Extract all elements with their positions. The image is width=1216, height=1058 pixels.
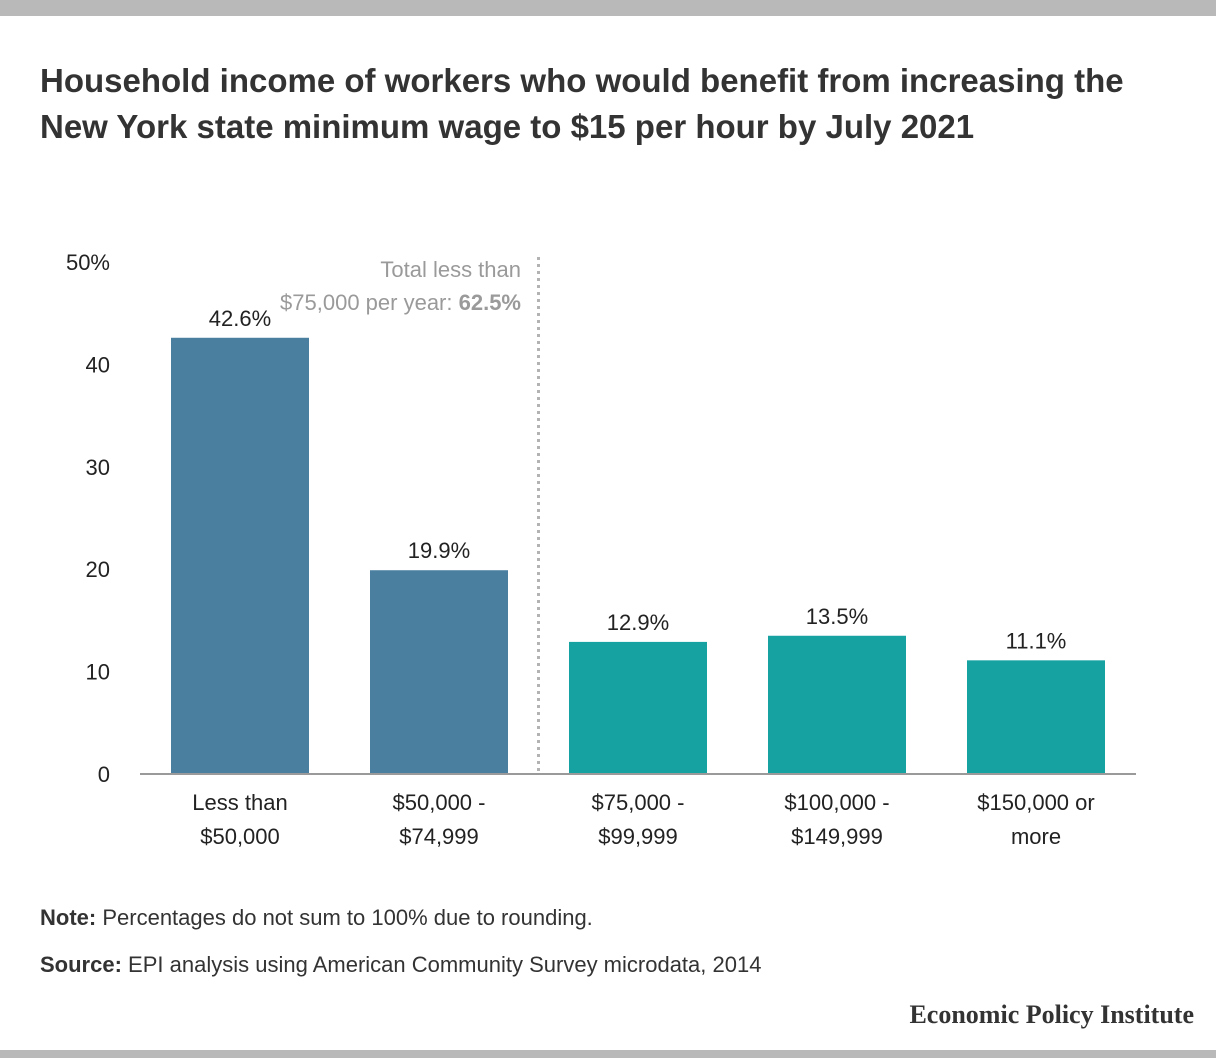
x-category-label: $75,000 -	[592, 790, 685, 815]
x-category-label: $149,999	[791, 824, 883, 849]
bar	[370, 570, 508, 774]
y-tick-label: 40	[86, 352, 110, 377]
annotation-total-value: 62.5%	[459, 290, 521, 315]
bar-value-label: 13.5%	[806, 604, 868, 629]
bottom-frame-bar	[0, 1050, 1216, 1058]
y-tick-label: 20	[86, 557, 110, 582]
annotation-line-1: Total less than	[380, 257, 521, 282]
source-text: EPI analysis using American Community Su…	[128, 952, 762, 977]
note-text: Percentages do not sum to 100% due to ro…	[102, 905, 593, 930]
annotation-line-2: $75,000 per year: 62.5%	[280, 290, 521, 315]
x-category-label: $150,000 or	[977, 790, 1094, 815]
bar	[171, 337, 309, 774]
y-tick-label: 0	[98, 762, 110, 787]
source-line: Source: EPI analysis using American Comm…	[40, 952, 761, 978]
note-label: Note:	[40, 905, 97, 930]
source-label: Source:	[40, 952, 122, 977]
x-category-label: $50,000	[200, 824, 280, 849]
bar-value-label: 11.1%	[1006, 628, 1067, 653]
bar	[967, 660, 1105, 774]
bar	[768, 635, 906, 774]
x-category-label: more	[1011, 824, 1061, 849]
bar-value-label: 19.9%	[408, 538, 470, 563]
top-frame-bar	[0, 0, 1216, 16]
bar	[569, 641, 707, 774]
note-line: Note: Percentages do not sum to 100% due…	[40, 905, 593, 931]
bar-value-label: 42.6%	[209, 306, 271, 331]
x-category-label: $100,000 -	[784, 790, 889, 815]
annotation-prefix: $75,000 per year:	[280, 290, 459, 315]
brand-logo-text: Economic Policy Institute	[909, 1000, 1194, 1029]
x-category-label: $50,000 -	[393, 790, 486, 815]
y-tick-label: 30	[86, 455, 110, 480]
x-category-label: Less than	[192, 790, 287, 815]
x-category-label: $74,999	[399, 824, 479, 849]
y-tick-label: 50%	[66, 250, 110, 275]
x-category-label: $99,999	[598, 824, 678, 849]
chart-title: Household income of workers who would be…	[40, 62, 1124, 145]
y-tick-label: 10	[86, 660, 110, 685]
bar-value-label: 12.9%	[607, 610, 669, 635]
bar-chart: 0 10 20 30 40 50% 42.6% Less than $50,000 19.9% $5…	[66, 250, 1136, 849]
